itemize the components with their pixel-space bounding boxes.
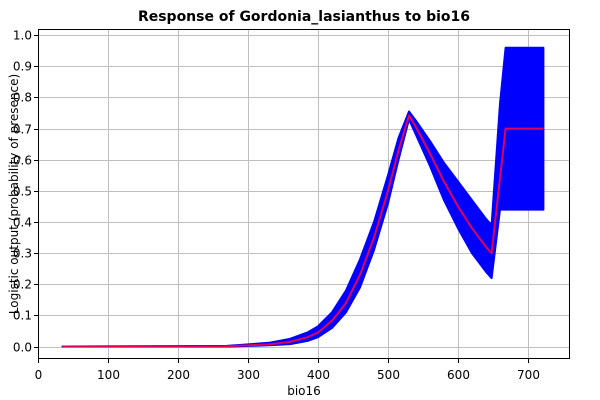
y-tick-label: 0.3	[13, 247, 32, 261]
plot-frame	[38, 29, 570, 359]
y-tick-label: 0.6	[13, 154, 32, 168]
x-tick-label: 0	[35, 368, 43, 382]
x-tick-label: 600	[447, 368, 470, 382]
y-axis-label: Logistic output (probability of presence…	[7, 74, 21, 314]
mean-response-line	[62, 114, 544, 348]
y-tick-label: 0.7	[13, 123, 32, 137]
x-tick-label: 100	[97, 368, 120, 382]
y-tick-label: 0.0	[13, 341, 32, 355]
x-tick-label: 200	[167, 368, 190, 382]
y-tick-label: 0.5	[13, 185, 32, 199]
y-tick-label: 0.1	[13, 309, 32, 323]
y-tick-label: 0.8	[13, 91, 32, 105]
y-tick-label: 0.2	[13, 278, 32, 292]
x-tick-label: 400	[307, 368, 330, 382]
x-tick-label: 300	[237, 368, 260, 382]
y-tick-label: 0.4	[13, 216, 32, 230]
chart-title: Response of Gordonia_lasianthus to bio16	[138, 9, 470, 25]
x-axis-ticks: 0 100 200 300 400 500 600 700	[35, 359, 540, 382]
y-axis-ticks: 0.0 0.1 0.2 0.3 0.4 0.5 0.6 0.7 0.8 0.9 1.0	[13, 29, 38, 355]
x-tick-label: 700	[517, 368, 540, 382]
y-tick-label: 0.9	[13, 60, 32, 74]
x-tick-label: 500	[377, 368, 400, 382]
mean-response-layer	[62, 114, 544, 348]
y-tick-label: 1.0	[13, 29, 32, 43]
x-axis-label: bio16	[287, 384, 321, 398]
plot-area	[38, 29, 570, 359]
